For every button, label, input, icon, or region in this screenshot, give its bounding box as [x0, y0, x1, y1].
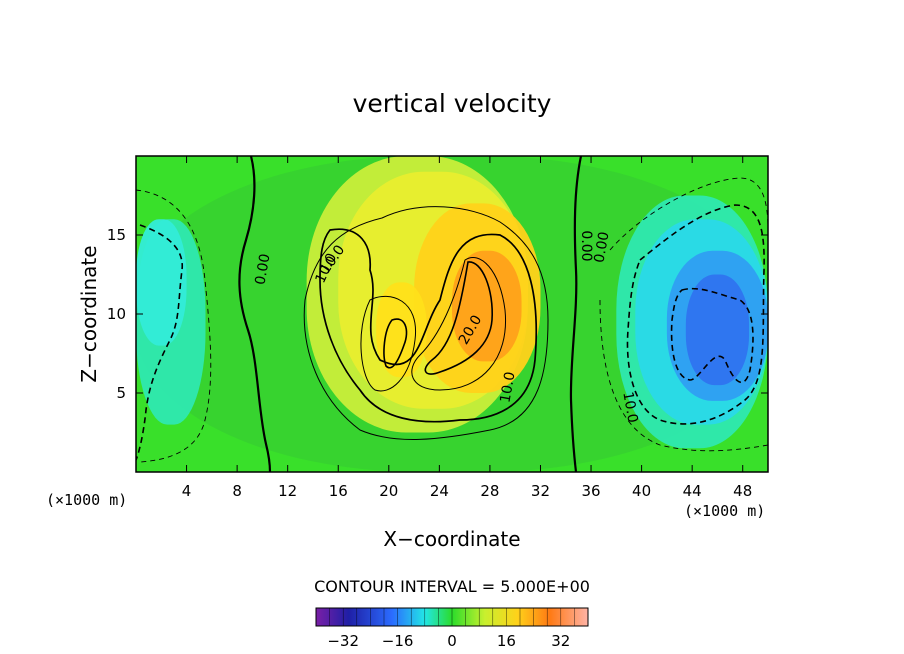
- contour-line: [670, 287, 754, 384]
- y-tick-label: 10: [107, 305, 126, 323]
- field-patch: [136, 219, 187, 346]
- contour-line: [411, 257, 507, 391]
- x-tick-label: 12: [278, 482, 297, 500]
- contour-line: [136, 224, 183, 461]
- x-unit-label-left: (×1000 m): [46, 491, 127, 509]
- x-tick-label: 48: [733, 482, 752, 500]
- x-tick-label: 32: [531, 482, 550, 500]
- contour-line: [136, 189, 212, 463]
- field-patch: [452, 250, 522, 362]
- colorbar-tick-label: 32: [551, 632, 570, 650]
- contour-line: [360, 295, 416, 392]
- contour-line: [609, 177, 768, 251]
- colorbar-tick-label: −16: [382, 632, 414, 650]
- field-patch: [685, 274, 750, 386]
- y-axis-label: Z−coordinate: [77, 245, 101, 382]
- x-unit-label-right: (×1000 m): [684, 502, 765, 520]
- colorbar-tick-label: 0: [447, 632, 457, 650]
- y-tick-label: 15: [107, 226, 126, 244]
- x-tick-label: 44: [683, 482, 702, 500]
- contour-line: [424, 261, 493, 375]
- x-tick-label: 16: [329, 482, 348, 500]
- contour-line: [569, 156, 583, 472]
- contour-label: 0.00: [591, 231, 612, 264]
- x-axis-ticks: 4 8 12 16 20 24 28 32 36 40 44 48: [182, 156, 752, 500]
- contour-line: [599, 299, 768, 452]
- contour-line: [319, 228, 538, 423]
- contour-label: 10.0: [619, 391, 640, 424]
- x-tick-label: 24: [430, 482, 449, 500]
- y-tick-label: 5: [116, 384, 126, 402]
- contour-label: 0.00: [578, 230, 594, 261]
- x-tick-label: 40: [632, 482, 651, 500]
- contour-interval-text: CONTOUR INTERVAL = 5.000E+00: [314, 577, 590, 596]
- velocity-field: [136, 156, 768, 472]
- colorbar-ticks: −32 −16 0 16 32: [315, 608, 589, 650]
- contour-line: [303, 206, 549, 440]
- contour-line: [238, 156, 272, 472]
- colorbar-tick-label: 16: [497, 632, 516, 650]
- colorbar-tick-label: −32: [327, 632, 359, 650]
- contour-label: 10.0: [497, 371, 518, 404]
- contour-label: 0.00: [252, 253, 273, 286]
- contour-lines: [136, 156, 768, 472]
- x-tick-label: 36: [581, 482, 600, 500]
- y-axis-ticks: 5 10 15: [107, 226, 768, 402]
- x-axis-label: X−coordinate: [383, 527, 520, 551]
- contour-line: [383, 318, 408, 369]
- x-tick-label: 4: [182, 482, 192, 500]
- chart-title: vertical velocity: [353, 89, 552, 118]
- x-tick-label: 8: [232, 482, 242, 500]
- contour-line: [626, 204, 765, 425]
- x-tick-label: 28: [480, 482, 499, 500]
- x-tick-label: 20: [379, 482, 398, 500]
